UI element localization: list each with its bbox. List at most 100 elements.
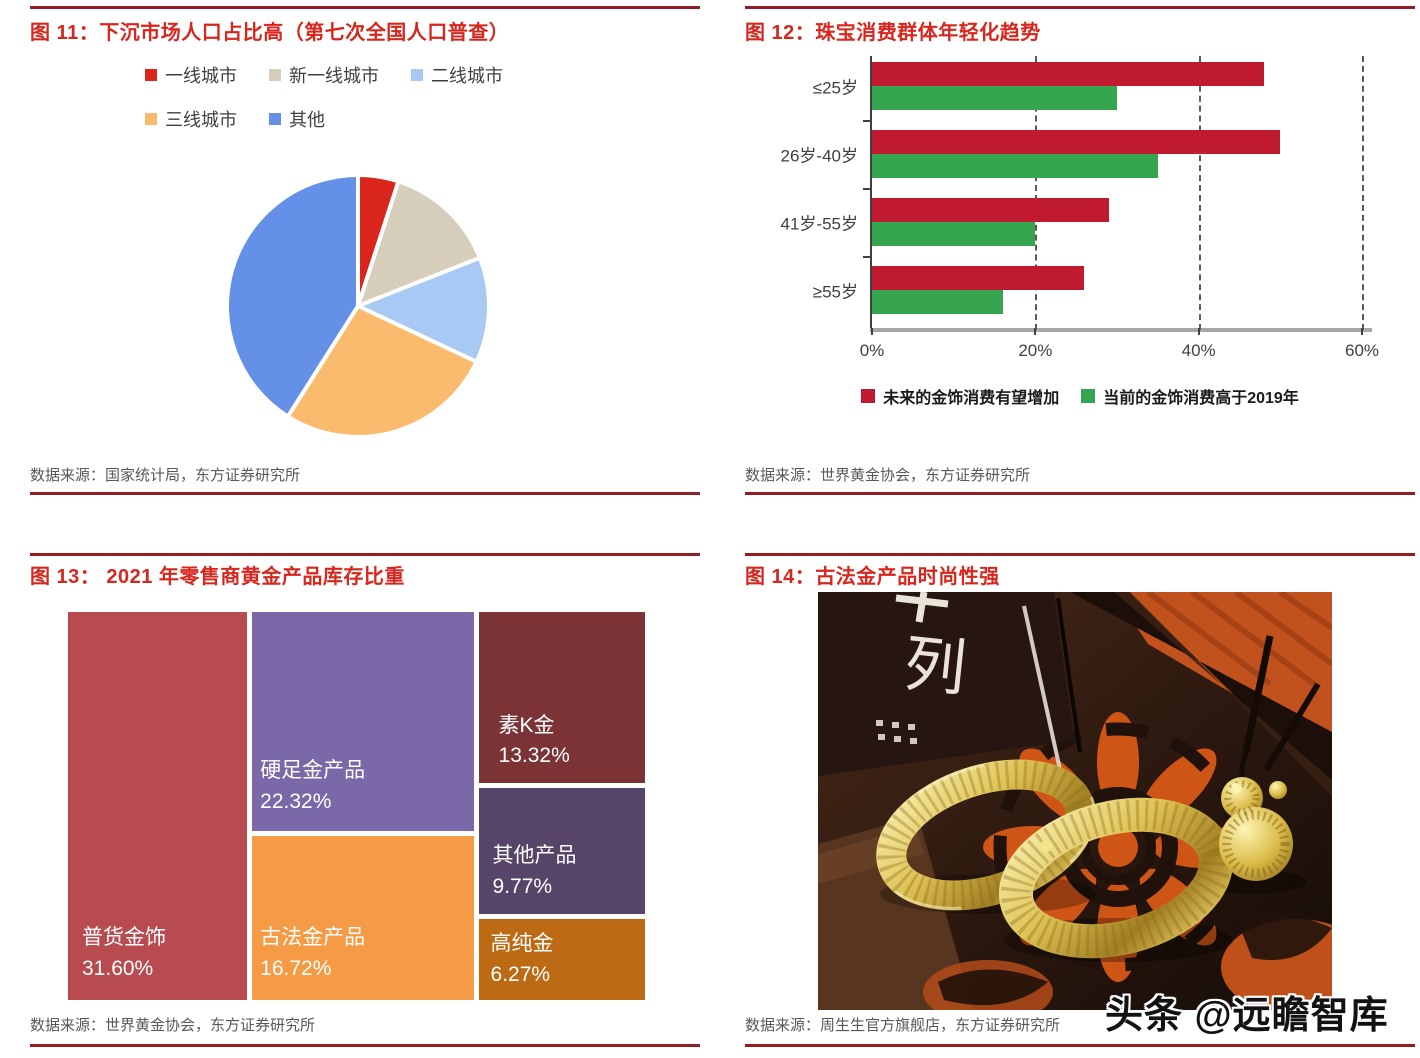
y-tick: [863, 256, 872, 258]
fig11-source: 数据来源：国家统计局，东方证券研究所: [30, 467, 301, 484]
legend-label: 当前的金饰消费高于2019年: [1103, 390, 1299, 407]
x-tick: [1361, 328, 1363, 335]
category-label: 26岁-40岁: [780, 146, 858, 166]
gridline: [1362, 56, 1364, 330]
gridline: [1035, 56, 1038, 330]
divider-line: [745, 6, 1415, 9]
fig11-title: 图 11：下沉市场人口占比高（第七次全国人口普查）: [30, 22, 510, 44]
pie-slice: [356, 255, 491, 364]
cell-percent: 6.27%: [490, 962, 551, 986]
legend-label: 一线城市: [165, 66, 237, 86]
bar-current: [872, 86, 1117, 110]
treemap-cell: 素K金 13.32%: [478, 612, 645, 784]
gold-inventory-treemap: 普货金饰 31.60% 硬足金产品 22.32% 古法金产品 16.72% 素K金 13.32…: [68, 612, 645, 1000]
legend-item: 其他: [269, 106, 325, 132]
legend-label: 其他: [289, 110, 325, 130]
legend-item: 新一线城市: [269, 62, 379, 88]
x-tick: [871, 328, 873, 335]
legend-swatch: [1081, 389, 1096, 403]
x-tick: [1197, 328, 1200, 335]
divider-line: [30, 6, 700, 9]
treemap-cell: 其他产品 9.77%: [478, 788, 645, 915]
divider-line: [745, 492, 1415, 495]
x-tick: [1034, 328, 1037, 335]
legend-swatch: [145, 69, 157, 81]
divider-line: [30, 1044, 700, 1047]
fig12-source: 数据来源：世界黄金协会，东方证券研究所: [745, 467, 1031, 484]
bar-current: [872, 222, 1036, 246]
legend-label: 未来的金饰消费有望增加: [883, 390, 1060, 407]
cell-percent: 9.77%: [492, 874, 553, 898]
legend-swatch: [411, 69, 423, 81]
y-tick: [863, 188, 872, 190]
legend-label: 新一线城市: [289, 66, 379, 86]
legend-swatch: [861, 389, 876, 403]
pie-legend-row: 一线城市 新一线城市 二线城市: [145, 62, 503, 88]
treemap-cell-label: 普货金饰 31.60%: [68, 923, 247, 1000]
cell-name: 硬足金产品: [260, 759, 366, 783]
pie-slice: [285, 304, 479, 439]
cell-name: 其他产品: [492, 844, 577, 868]
gift-box-character: 列: [901, 629, 970, 704]
cell-name: 古法金产品: [260, 926, 366, 950]
divider-line: [745, 1044, 1415, 1047]
treemap-column: 素K金 13.32% 其他产品 9.77% 高纯金 6.27%: [478, 612, 645, 1000]
bar-current: [872, 290, 1003, 314]
cell-name: 普货金饰: [82, 926, 166, 950]
treemap-cell: 硬足金产品 22.32%: [252, 612, 474, 831]
legend-item: 一线城市: [145, 62, 237, 88]
legend-swatch: [269, 113, 281, 125]
bar-future: [872, 130, 1281, 154]
bar-chart-legend: 未来的金饰消费有望增加 当前的金饰消费高于2019年: [745, 384, 1415, 408]
treemap-column: 普货金饰 31.60%: [68, 612, 248, 1000]
bar-future: [872, 62, 1264, 86]
treemap-cell-label: 高纯金 6.27%: [479, 929, 645, 1000]
legend-item: 二线城市: [411, 62, 503, 88]
pie-slice: [356, 179, 482, 308]
legend-swatch: [269, 69, 281, 81]
treemap-cell-label: 其他产品 9.77%: [479, 841, 645, 914]
gold-product-photo: 列: [818, 592, 1332, 1010]
fig13-source: 数据来源：世界黄金协会，东方证券研究所: [30, 1017, 316, 1034]
cell-percent: 13.32%: [498, 744, 570, 768]
bar-current: [872, 154, 1158, 178]
x-axis-line: [870, 328, 1372, 332]
divider-line: [745, 553, 1415, 556]
gridline: [1198, 56, 1201, 330]
treemap-cell: 普货金饰 31.60%: [68, 612, 248, 1000]
category-label: 41岁-55岁: [780, 214, 858, 234]
legend-item: 未来的金饰消费有望增加: [861, 384, 1059, 408]
gift-box: 列: [818, 592, 1082, 789]
fig13-title: 图 13： 2021 年零售商黄金产品库存比重: [30, 566, 405, 588]
cell-percent: 31.60%: [82, 956, 154, 980]
legend-label: 二线城市: [431, 66, 503, 86]
x-tick-label: 60%: [1344, 341, 1380, 360]
fig12-title: 图 12：珠宝消费群体年轻化趋势: [745, 22, 1041, 44]
treemap-cell: 古法金产品 16.72%: [252, 835, 474, 1000]
treemap-cell-label: 古法金产品 16.72%: [252, 923, 473, 1000]
divider-line: [30, 492, 700, 495]
category-label: ≤25岁: [812, 78, 858, 98]
fig14-title: 图 14：古法金产品时尚性强: [745, 566, 1000, 588]
treemap-column: 硬足金产品 22.32% 古法金产品 16.72%: [252, 612, 474, 1000]
city-tier-pie-chart: [225, 172, 491, 439]
bar-future: [872, 266, 1085, 290]
gourd-pendant: [1219, 635, 1321, 881]
cell-percent: 22.32%: [260, 789, 332, 813]
gold-bangle-right: [998, 797, 1234, 959]
treemap-cell-label: 素K金 13.32%: [479, 711, 645, 784]
legend-item: 三线城市: [145, 106, 237, 132]
treemap-cell-label: 硬足金产品 22.32%: [252, 756, 473, 831]
divider-line: [30, 553, 700, 556]
cell-name: 高纯金: [490, 932, 554, 956]
category-label: ≥55岁: [812, 282, 858, 302]
pie-legend-row: 三线城市 其他: [145, 106, 325, 132]
x-tick-label: 20%: [1018, 341, 1053, 360]
legend-item: 当前的金饰消费高于2019年: [1081, 384, 1299, 408]
bar-future: [872, 198, 1109, 222]
toutiao-watermark: 头条 @远瞻智库: [1105, 995, 1389, 1037]
legend-swatch: [145, 113, 157, 125]
treemap-cell: 高纯金 6.27%: [478, 919, 645, 1000]
legend-label: 三线城市: [165, 110, 237, 130]
